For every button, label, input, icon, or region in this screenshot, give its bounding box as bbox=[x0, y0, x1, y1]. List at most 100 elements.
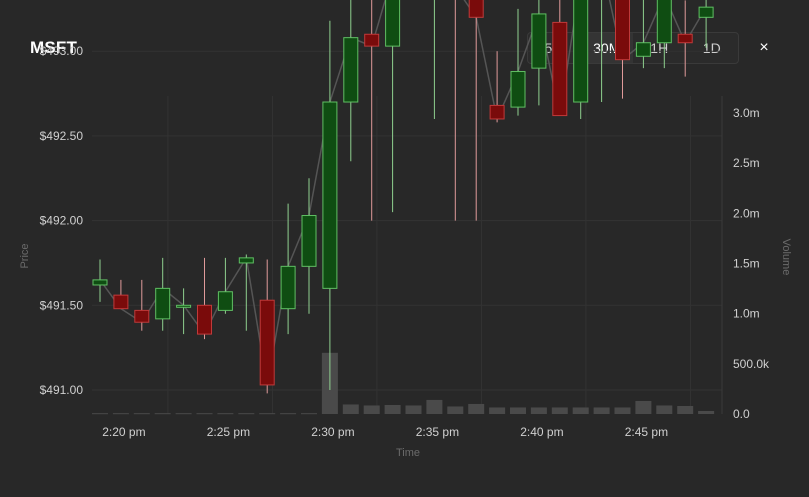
y-tick-label: $491.50 bbox=[40, 298, 84, 312]
volume-bar bbox=[677, 405, 694, 414]
candle-body bbox=[238, 257, 254, 264]
candle-body bbox=[113, 294, 129, 310]
volume-bar bbox=[217, 413, 234, 415]
candle-body bbox=[615, 0, 630, 61]
volume-bar bbox=[112, 413, 129, 415]
candle-body bbox=[155, 287, 171, 320]
volume-bar bbox=[133, 413, 150, 415]
x-tick-label: 2:45 pm bbox=[625, 425, 668, 439]
volume-bar bbox=[363, 405, 380, 414]
candle bbox=[698, 0, 714, 48]
y2-tick-label: 1.5m bbox=[733, 257, 760, 271]
y-axis-title: Price bbox=[19, 243, 31, 268]
candle-body bbox=[552, 21, 568, 117]
candle bbox=[280, 203, 296, 335]
candle-body bbox=[656, 0, 672, 44]
x-tick-label: 2:35 pm bbox=[416, 425, 459, 439]
candle bbox=[454, 0, 456, 221]
candle bbox=[217, 257, 233, 314]
volume-bar bbox=[196, 413, 213, 415]
candle bbox=[601, 0, 603, 103]
candle-body bbox=[677, 33, 693, 44]
candle-body bbox=[259, 299, 275, 386]
candle-body bbox=[385, 0, 401, 47]
volume-bar bbox=[468, 403, 485, 414]
candle-body bbox=[489, 104, 505, 120]
grid-lines bbox=[92, 50, 723, 414]
candle bbox=[322, 20, 338, 390]
candle-body bbox=[364, 33, 380, 47]
y2-tick-label: 0.0 bbox=[733, 407, 750, 421]
y2-tick-label: 2.0m bbox=[733, 206, 760, 220]
candle-body bbox=[92, 279, 108, 286]
x-tick-label: 2:30 pm bbox=[311, 425, 354, 439]
candle bbox=[635, 0, 651, 69]
volume-bar bbox=[635, 400, 652, 414]
range-1d-button[interactable]: 1D bbox=[702, 40, 721, 56]
x-tick-label: 2:20 pm bbox=[102, 425, 145, 439]
x-axis-title: Time bbox=[396, 447, 420, 459]
x-tick-label: 2:25 pm bbox=[207, 425, 250, 439]
candle-body bbox=[280, 265, 296, 310]
y2-tick-label: 500.0k bbox=[733, 357, 770, 371]
candle bbox=[301, 178, 317, 314]
candle bbox=[385, 0, 401, 213]
volume-bar bbox=[154, 413, 171, 415]
y-tick-label: $493.00 bbox=[40, 44, 84, 58]
x-tick-label: 2:40 pm bbox=[520, 425, 563, 439]
y2-tick-label: 3.0m bbox=[733, 106, 760, 120]
candle bbox=[489, 51, 505, 123]
volume-bar bbox=[92, 413, 108, 415]
volume-bar bbox=[698, 410, 715, 414]
candle-body bbox=[468, 0, 484, 18]
volume-bar bbox=[384, 404, 401, 414]
volume-bar bbox=[342, 404, 359, 414]
y-tick-label: $492.00 bbox=[40, 214, 84, 228]
volume-bar bbox=[656, 405, 673, 414]
volume-bar bbox=[280, 413, 297, 415]
volume-bar bbox=[426, 399, 443, 414]
candle-body bbox=[322, 101, 338, 289]
volume-bar bbox=[301, 413, 317, 415]
candle bbox=[656, 0, 672, 69]
candle bbox=[238, 254, 254, 331]
candle bbox=[134, 279, 150, 331]
candle bbox=[510, 8, 526, 116]
candle bbox=[573, 0, 589, 119]
volume-bar bbox=[238, 413, 255, 415]
candle bbox=[531, 0, 547, 106]
close-icon[interactable]: × bbox=[759, 39, 769, 56]
range-1h-button[interactable]: 1H bbox=[650, 40, 669, 56]
volume-bar bbox=[510, 407, 526, 414]
candle-body bbox=[197, 304, 212, 335]
volume-bar bbox=[405, 405, 422, 414]
candle-body bbox=[510, 71, 526, 108]
candle bbox=[259, 259, 275, 394]
y2-tick-label: 2.5m bbox=[733, 156, 760, 170]
y-tick-label: $491.00 bbox=[40, 383, 84, 397]
ticker-symbol: MSFT bbox=[30, 38, 78, 57]
candles bbox=[92, 0, 714, 394]
candle bbox=[615, 0, 630, 99]
volume-bar bbox=[530, 407, 547, 414]
candle-body bbox=[217, 291, 233, 311]
volume-bar bbox=[447, 406, 464, 414]
candle bbox=[433, 0, 435, 119]
candle-body bbox=[134, 309, 150, 323]
candle bbox=[364, 0, 380, 221]
candle-body bbox=[635, 42, 651, 57]
candle bbox=[176, 288, 192, 335]
candle-body bbox=[531, 13, 547, 69]
volume-bar bbox=[593, 407, 610, 414]
volume-bar bbox=[551, 407, 568, 414]
volume-bar bbox=[614, 407, 631, 414]
candle bbox=[343, 0, 359, 162]
candle bbox=[677, 0, 693, 77]
volume-bars bbox=[92, 352, 715, 415]
candle-body bbox=[176, 304, 192, 308]
volume-bar bbox=[572, 407, 589, 414]
candle-body bbox=[698, 6, 714, 18]
y2-tick-label: 1.0m bbox=[733, 307, 760, 321]
